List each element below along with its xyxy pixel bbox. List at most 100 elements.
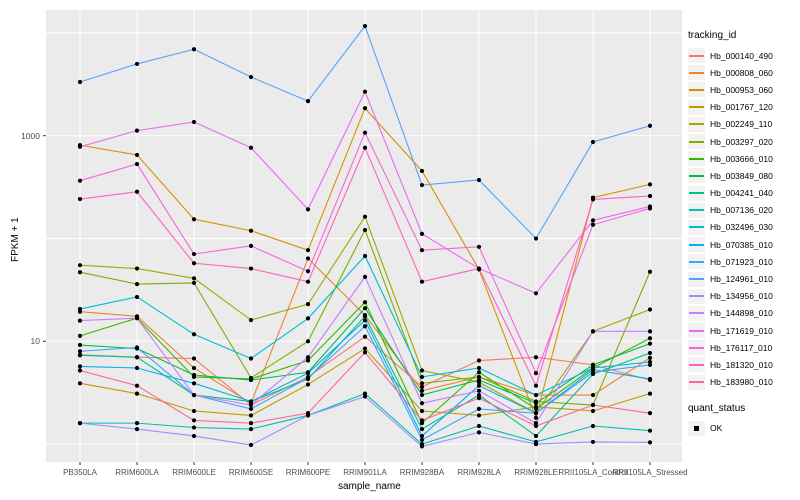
data-point <box>134 266 140 271</box>
legend-item-label: Hb_007136_020 <box>710 205 773 216</box>
legend-shape-item-label: OK <box>710 423 723 434</box>
data-point <box>134 421 140 426</box>
data-point <box>647 359 653 365</box>
data-point <box>533 355 539 360</box>
legend-key <box>688 237 705 253</box>
legend-item: Hb_000808_060 <box>688 64 798 81</box>
data-point <box>362 346 368 351</box>
data-point <box>647 182 653 187</box>
panel-background <box>46 10 682 462</box>
data-point <box>191 433 197 439</box>
legend-key <box>688 288 705 304</box>
series-color-swatch-icon <box>689 260 704 263</box>
data-point <box>476 383 482 388</box>
data-point <box>590 370 596 375</box>
series-color-swatch-icon <box>689 381 704 384</box>
data-point <box>191 381 197 386</box>
data-point <box>305 371 311 376</box>
legend-item: Hb_134956_010 <box>688 288 798 305</box>
legend-item-label: Hb_000953_060 <box>710 84 773 95</box>
data-point <box>533 433 539 439</box>
data-point <box>77 364 83 369</box>
data-point <box>134 365 140 371</box>
data-point <box>77 263 83 268</box>
data-point <box>248 228 254 233</box>
data-point <box>647 355 653 360</box>
legend-item: Hb_144898_010 <box>688 305 798 322</box>
data-point <box>419 418 425 423</box>
series-color-swatch-icon <box>689 329 704 332</box>
data-point <box>134 161 140 167</box>
data-point <box>362 391 368 396</box>
data-point <box>362 306 368 311</box>
data-point <box>248 413 254 418</box>
data-point <box>476 365 482 371</box>
data-point <box>77 381 83 386</box>
legend-item-label: Hb_171619_010 <box>710 325 773 336</box>
legend-item: Hb_183980_010 <box>688 374 798 391</box>
legend-key <box>688 134 705 150</box>
legend-item: Hb_176117_010 <box>688 339 798 356</box>
data-point <box>419 444 425 449</box>
data-point <box>533 423 539 429</box>
legend-item-label: Hb_003666_010 <box>710 153 773 164</box>
data-point <box>647 391 653 396</box>
data-point <box>191 425 197 430</box>
data-point <box>248 74 254 80</box>
series-color-swatch-icon <box>689 140 704 143</box>
data-point <box>134 61 140 67</box>
data-point <box>77 270 83 275</box>
data-point <box>419 381 425 386</box>
data-point <box>362 314 368 319</box>
data-point <box>77 342 83 348</box>
data-point <box>362 318 368 323</box>
data-point <box>647 428 653 433</box>
data-point <box>647 123 653 128</box>
data-point <box>305 375 311 381</box>
data-point <box>362 106 368 111</box>
legend-item-label: Hb_144898_010 <box>710 308 773 319</box>
data-point <box>191 276 197 281</box>
data-point <box>134 316 140 321</box>
data-point <box>77 178 83 183</box>
data-point <box>362 350 368 355</box>
legend-item: Hb_002249_110 <box>688 116 798 133</box>
data-point <box>305 279 311 284</box>
legend-key <box>688 151 705 167</box>
data-point <box>533 236 539 241</box>
legend-key <box>688 254 705 270</box>
data-point <box>476 392 482 398</box>
legend-shape-item: OK <box>688 420 798 437</box>
data-point <box>476 177 482 183</box>
legend-item-label: Hb_124961_010 <box>710 274 773 285</box>
data-point <box>419 374 425 380</box>
legend-item-label: Hb_181320_010 <box>710 359 773 370</box>
data-point <box>134 383 140 388</box>
x-tick-label: RRIM928BA <box>399 468 445 477</box>
legend-key <box>688 168 705 184</box>
series-color-swatch-icon <box>689 312 704 315</box>
series-color-swatch-icon <box>689 192 704 195</box>
data-point <box>134 128 140 133</box>
legend-key <box>688 82 705 98</box>
data-point <box>305 355 311 360</box>
data-point <box>362 23 368 29</box>
data-point <box>533 392 539 398</box>
data-point <box>590 392 596 398</box>
data-point <box>533 415 539 420</box>
data-point <box>419 392 425 398</box>
data-point <box>419 388 425 393</box>
legend-key <box>688 99 705 115</box>
x-axis-title: sample_name <box>338 481 401 492</box>
data-point <box>77 353 83 358</box>
legend: tracking_id Hb_000140_490 Hb_000808_060 Hb… <box>688 30 798 437</box>
data-point <box>533 401 539 406</box>
data-point <box>248 266 254 271</box>
legend-key <box>688 185 705 201</box>
legend-item: Hb_000140_490 <box>688 47 798 64</box>
series-color-swatch-icon <box>689 346 704 349</box>
data-point <box>248 317 254 323</box>
data-point <box>191 408 197 414</box>
data-point <box>533 442 539 447</box>
